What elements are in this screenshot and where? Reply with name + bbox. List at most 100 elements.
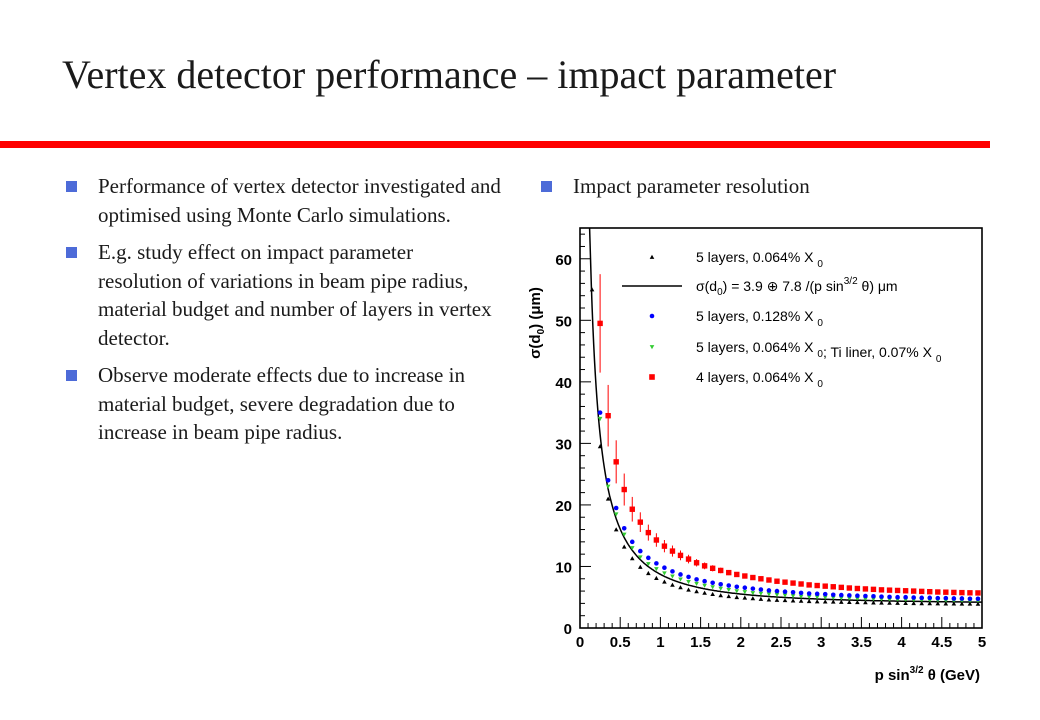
legend-label: 5 layers, 0.064% X 0 — [696, 249, 823, 270]
x-tick-label: 3 — [817, 634, 825, 651]
data-point-square — [862, 586, 869, 592]
legend-label-part: X — [923, 344, 936, 360]
legend-label-subscript: 0 — [936, 354, 942, 365]
data-point-triangle — [911, 600, 916, 606]
data-point-square — [629, 506, 635, 512]
data-point-circle — [605, 478, 611, 483]
data-point-triangle-down — [758, 591, 764, 596]
y-tick-label: 50 — [555, 313, 572, 330]
x-tick-label: 4.5 — [931, 634, 952, 651]
data-point-triangle — [758, 596, 764, 601]
data-point-triangle-down — [734, 589, 740, 594]
left-bullet-list: Performance of vertex detector investiga… — [62, 172, 502, 456]
data-point-circle — [597, 410, 603, 415]
data-point-triangle — [686, 587, 691, 592]
data-point-circle — [887, 594, 892, 600]
data-point-square — [830, 584, 836, 590]
data-point-square — [693, 560, 700, 566]
x-tick-label: 3.5 — [851, 634, 872, 651]
y-tick-label: 40 — [555, 375, 572, 392]
fit-curve — [588, 227, 983, 603]
legend-label-part: 4 layers, 0.064% — [696, 369, 804, 385]
data-point-circle — [649, 313, 655, 319]
data-point-circle — [702, 578, 707, 584]
data-point-square — [910, 588, 917, 594]
data-point-circle — [951, 596, 957, 601]
data-point-triangle — [959, 601, 965, 606]
data-point-square — [597, 320, 603, 327]
data-point-square — [709, 565, 716, 572]
data-point-triangle — [847, 599, 852, 604]
legend-label-subscript: 0 — [817, 349, 823, 360]
data-point-circle — [943, 595, 949, 601]
data-point-square — [661, 543, 668, 549]
x-tick-label: 0.5 — [610, 634, 631, 651]
data-point-square — [959, 589, 965, 596]
legend-label-part: X — [804, 369, 817, 385]
data-point-triangle — [766, 597, 772, 602]
data-point-square — [822, 583, 828, 589]
data-point-triangle — [670, 582, 675, 587]
data-point-square — [637, 519, 643, 525]
data-point-triangle — [621, 544, 627, 549]
data-point-square — [726, 569, 732, 576]
data-point-triangle — [895, 600, 900, 605]
data-point-triangle-down — [806, 595, 812, 600]
data-point-square — [806, 582, 812, 588]
bullet-text: Observe moderate effects due to increase… — [98, 363, 465, 444]
data-point-triangle — [629, 556, 635, 561]
data-point-circle — [750, 586, 756, 591]
data-point-square — [870, 586, 877, 593]
data-point-square — [798, 581, 804, 587]
data-point-square — [766, 577, 772, 583]
data-point-triangle-down — [839, 596, 844, 601]
data-point-triangle-down — [847, 596, 852, 601]
data-point-triangle — [638, 564, 643, 569]
y-axis-label: σ(d0) (μm) — [527, 287, 547, 359]
data-point-square — [902, 588, 909, 594]
data-point-triangle-down — [678, 577, 683, 582]
data-point-triangle — [597, 444, 603, 449]
data-point-circle — [662, 565, 667, 570]
data-point-triangle-down — [863, 597, 868, 602]
legend-label-part: 5 layers, 0.064% — [696, 339, 804, 355]
data-point-triangle — [903, 600, 908, 605]
data-point-circle — [710, 580, 715, 586]
data-point-triangle-down — [766, 592, 772, 597]
y-tick-label: 30 — [555, 436, 572, 453]
y-tick-label: 10 — [555, 559, 572, 576]
data-point-square — [951, 589, 957, 596]
data-point-circle — [927, 595, 933, 601]
data-point-square — [814, 582, 820, 589]
x-tick-label: 0 — [576, 634, 584, 651]
data-point-triangle — [879, 600, 884, 605]
data-point-triangle — [662, 579, 667, 584]
data-point-square — [838, 584, 844, 591]
data-point-square — [677, 552, 684, 559]
bullet-square-icon — [66, 370, 77, 381]
data-point-triangle — [654, 575, 659, 580]
data-point-circle — [967, 596, 973, 602]
x-axis-label: p sin3/2 θ (GeV) — [875, 665, 980, 684]
data-point-triangle-down — [710, 585, 715, 590]
data-point-square — [685, 556, 692, 562]
data-point-triangle — [855, 599, 860, 605]
legend-label-part: ; Ti liner, 0.07% — [823, 344, 923, 360]
data-point-triangle-down — [646, 562, 651, 567]
data-point-circle — [863, 593, 868, 599]
data-point-circle — [629, 539, 635, 545]
slide-title: Vertex detector performance – impact par… — [62, 52, 837, 97]
data-point-circle — [621, 526, 627, 531]
data-point-triangle-down — [605, 484, 611, 489]
data-point-circle — [766, 588, 772, 593]
legend-label-subscript: 0 — [817, 318, 823, 329]
data-point-circle — [670, 569, 675, 574]
legend-label-subscript: 0 — [817, 379, 823, 390]
data-point-circle — [694, 577, 699, 582]
data-point-square — [701, 563, 708, 569]
data-point-triangle — [742, 595, 748, 600]
data-point-triangle-down — [702, 583, 707, 588]
bullet-square-icon — [541, 181, 552, 192]
data-point-triangle — [863, 600, 868, 605]
data-point-circle — [975, 596, 981, 602]
